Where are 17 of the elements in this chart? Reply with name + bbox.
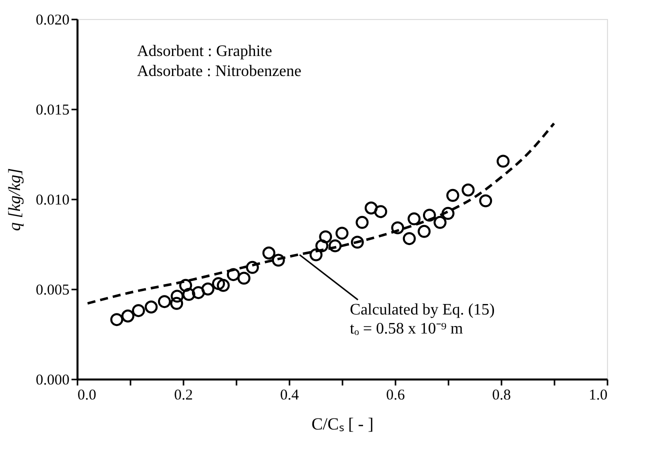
annotation: Adsorbent : Graphite [137,43,272,60]
line-series [86,122,556,305]
x-tick-label: 0.4 [280,388,300,404]
x-tick-label: 0.2 [174,388,193,404]
y-tick-label: 0.005 [36,282,70,298]
annotation: Adsorbate : Nitrobenzene [137,63,302,80]
x-tick-label: 0.0 [78,388,96,404]
y-tick-label: 0.000 [36,372,70,388]
y-tick-label: 0.020 [36,12,70,28]
y-tick-label: 0.010 [36,192,70,208]
annotation: Calculated by Eq. (15) tₒ = 0.58 x 10⁻⁹ m [350,302,495,338]
x-tick-label: 0.8 [492,388,511,404]
y-tick-label: 0.015 [36,102,70,118]
x-tick-label: 0.6 [386,388,406,404]
x-axis-title: C/Cₛ [ - ] [311,414,374,434]
x-tick-label: 1.0 [588,388,608,404]
y-axis-title: q [kg/kg] [4,168,24,231]
